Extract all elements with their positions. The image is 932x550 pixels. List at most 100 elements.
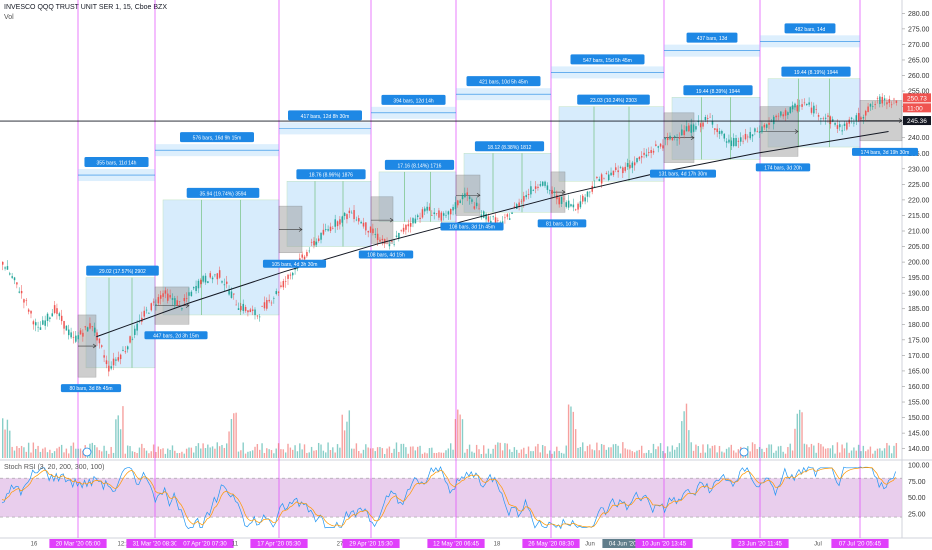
volume-bar (539, 452, 541, 458)
candle-body (270, 302, 273, 304)
volume-bar (303, 444, 306, 458)
rsi-label: Stoch RSI (3, 20, 200, 300, 100) (4, 464, 105, 471)
candle-body (650, 150, 652, 154)
candle-body (65, 325, 68, 331)
price-tick-label: 190.00 (908, 291, 930, 298)
volume-bar (235, 412, 237, 458)
time-label: 16 (31, 542, 38, 548)
volume-bar (336, 444, 339, 458)
candle-body (478, 208, 480, 210)
candle-body (711, 121, 714, 125)
volume-bar (513, 447, 516, 458)
candle-body (77, 335, 79, 340)
volume-bar (603, 444, 605, 458)
candle-body (202, 276, 204, 282)
range-arrow-head (794, 129, 799, 134)
volume-bar (504, 443, 506, 458)
volume-bar (70, 445, 72, 458)
volume-bar (105, 450, 108, 458)
candle-body (803, 102, 806, 104)
candle-body (240, 306, 242, 311)
price-tick-label: 165.00 (908, 368, 930, 375)
gain-label: 17.16 (8.14%) 1716 (398, 163, 442, 169)
candle-body (416, 215, 419, 218)
candle-body (247, 310, 249, 313)
candle-body (98, 338, 101, 344)
candle-body (310, 241, 313, 243)
volume-bar (93, 445, 96, 458)
time-tag-bg (635, 539, 693, 548)
volume-bar (707, 444, 709, 458)
volume-bar (806, 444, 808, 458)
candle-body (459, 200, 461, 204)
candle-body (296, 268, 299, 269)
candle-body (688, 125, 690, 132)
price-marker (903, 93, 931, 103)
volume-bar (638, 449, 641, 458)
volume-bar (874, 450, 876, 458)
candle-body (777, 115, 780, 117)
candle-body (577, 203, 579, 210)
range-label-bg (358, 250, 414, 259)
volume-bar (251, 450, 254, 458)
volume-bar (35, 448, 37, 458)
volume-bar (96, 447, 98, 458)
price-tick-label: 200.00 (908, 260, 930, 267)
volume-bar (75, 448, 77, 458)
candle-body (72, 336, 75, 338)
volume-bar (506, 443, 508, 458)
volume-bar (508, 449, 511, 458)
volume-bar (518, 452, 520, 458)
candle-body (70, 332, 72, 338)
candle-body (20, 290, 23, 294)
candle-body (376, 233, 379, 240)
volume-bar (376, 447, 379, 458)
volume-bar (355, 443, 358, 458)
candle-body (301, 254, 303, 258)
candle-body (75, 335, 77, 342)
candle-body (622, 167, 624, 174)
candle-body (195, 285, 197, 292)
volume-bar (558, 450, 560, 458)
gain-label-bg (384, 159, 455, 170)
volume-bar (134, 451, 136, 458)
range-label-bg (60, 384, 122, 393)
volume-bar (777, 446, 780, 458)
volume-bar (294, 445, 296, 458)
bars-label: 421 bars, 10d 5h 45m (479, 80, 528, 86)
candle-body (235, 304, 237, 306)
candle-body (600, 174, 603, 184)
volume-bar (442, 452, 445, 458)
candle-body (134, 328, 136, 335)
gain-label: 35.94 (19.74%) 3594 (200, 191, 247, 197)
volume-bar (322, 450, 325, 458)
candle-body (426, 206, 428, 211)
candle-body (360, 221, 362, 224)
candle-body (657, 146, 659, 148)
candle-body (433, 212, 435, 214)
volume-bar (51, 453, 53, 458)
stoch-k-line (1, 465, 896, 530)
volume-bar (801, 412, 803, 458)
candle-body (480, 214, 483, 218)
volume-bar (659, 443, 662, 458)
price-tick-label: 260.00 (908, 73, 930, 80)
range-label-bg (755, 163, 811, 172)
time-tag: 10 Jun '20 13:45 (642, 542, 687, 548)
candle-body (775, 115, 777, 118)
candle-body (343, 213, 346, 216)
bars-label-bg (466, 76, 541, 87)
volume-bar (525, 453, 527, 458)
volume-bar (574, 429, 577, 458)
volume-bar (261, 443, 263, 458)
candle-body (890, 104, 893, 106)
volume-bar (42, 448, 44, 458)
volume-bar (131, 451, 134, 458)
volume-bar (624, 448, 626, 458)
candle-body (287, 274, 289, 279)
volume-bar (435, 453, 438, 458)
volume-bar (494, 444, 497, 458)
candle-body (483, 211, 485, 218)
candle-body (895, 100, 898, 103)
